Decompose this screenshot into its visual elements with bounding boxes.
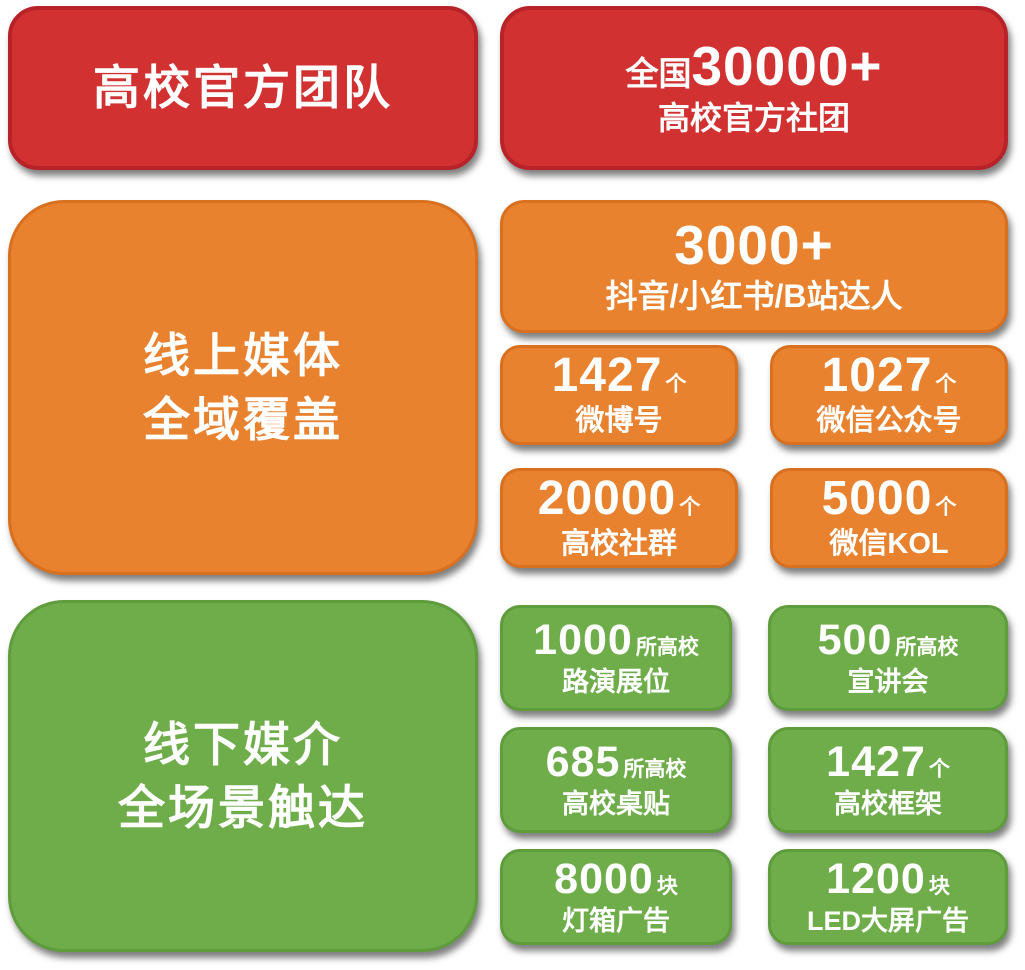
stat-number: 1427	[826, 737, 926, 786]
official-teams-title: 高校官方团队	[93, 61, 393, 115]
stat-label: 高校框架	[834, 788, 942, 819]
stat-unit: 个	[935, 495, 957, 519]
stat-label: 高校桌贴	[562, 788, 670, 819]
stat-unit: 个	[935, 372, 957, 396]
offline-media-title-line2: 全场景触达	[118, 781, 368, 834]
stat-unit: 块	[656, 874, 678, 898]
card-wechat-official-accounts: 1027 个 微信公众号	[770, 345, 1008, 445]
stat-number: 1200	[826, 854, 926, 903]
stat-number: 1027	[821, 348, 933, 402]
stat-unit: 所高校	[623, 757, 687, 781]
stat-label: 高校社群	[560, 528, 677, 561]
card-weibo-accounts: 1427 个 微博号	[500, 345, 738, 445]
card-campus-communities: 20000 个 高校社群	[500, 468, 738, 568]
stat-unit: 所高校	[895, 635, 959, 659]
offline-media-title-line1: 线下媒介	[143, 717, 343, 771]
stat-label: 抖音/小红书/B站达人	[605, 278, 903, 315]
stat-number: 1427	[551, 348, 663, 402]
card-roadshow-booths: 1000 所高校 路演展位	[500, 605, 732, 711]
stat-number: 3000+	[674, 213, 834, 276]
official-teams-stat-number-line: 全国 30000+	[625, 35, 883, 98]
card-wechat-kol: 5000 个 微信KOL	[770, 468, 1008, 568]
stat-label: 微博号	[575, 405, 663, 438]
stat-number: 8000	[554, 854, 654, 903]
stat-number: 5000	[821, 471, 933, 525]
online-media-title-line2: 全域覆盖	[143, 392, 343, 446]
stat-label: LED大屏广告	[807, 905, 969, 936]
stat-number: 685	[545, 737, 621, 786]
stat-label: 高校官方社团	[657, 99, 850, 136]
stat-label: 微信KOL	[829, 528, 949, 561]
stat-number: 1000	[533, 615, 633, 664]
stat-number: 30000+	[691, 35, 883, 98]
stat-unit: 个	[679, 495, 701, 519]
stat-number: 20000	[537, 471, 677, 525]
card-official-teams-title: 高校官方团队	[8, 6, 478, 170]
stat-unit: 个	[665, 372, 687, 396]
card-lightbox-ads: 8000 块 灯箱广告	[500, 849, 732, 945]
online-media-title-line1: 线上媒体	[143, 329, 343, 383]
card-desk-stickers: 685 所高校 高校桌贴	[500, 727, 732, 833]
card-info-sessions: 500 所高校 宣讲会	[768, 605, 1008, 711]
stat-number: 500	[817, 615, 893, 664]
card-offline-media-title: 线下媒介 全场景触达	[8, 600, 478, 952]
stat-prefix: 全国	[625, 55, 692, 93]
card-official-teams-stat: 全国 30000+ 高校官方社团	[500, 6, 1008, 170]
card-online-hero-stat: 3000+ 抖音/小红书/B站达人	[500, 200, 1008, 333]
stat-unit: 个	[928, 757, 950, 781]
stat-label: 宣讲会	[847, 666, 929, 697]
stat-unit: 块	[928, 874, 950, 898]
stat-label: 灯箱广告	[562, 905, 670, 936]
stat-unit: 所高校	[635, 635, 699, 659]
card-campus-frames: 1427 个 高校框架	[768, 727, 1008, 833]
card-led-screen-ads: 1200 块 LED大屏广告	[768, 849, 1008, 945]
stat-label: 微信公众号	[816, 405, 962, 438]
card-online-media-title: 线上媒体 全域覆盖	[8, 200, 478, 575]
stat-label: 路演展位	[562, 666, 670, 697]
